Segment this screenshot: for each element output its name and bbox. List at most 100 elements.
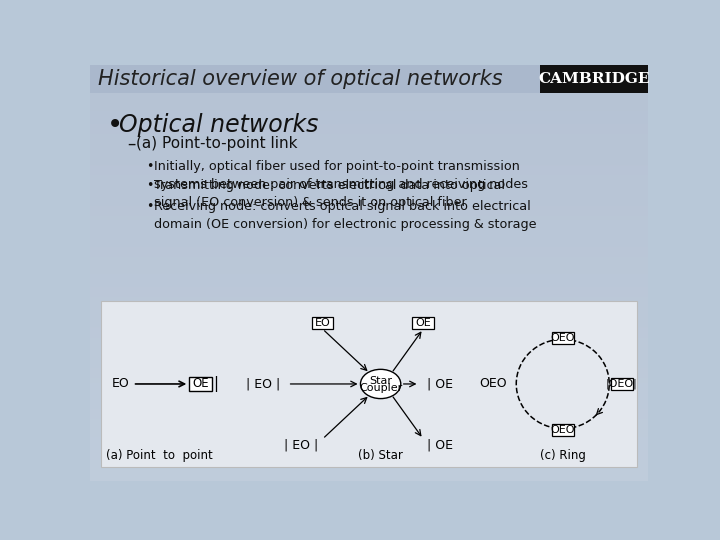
- Bar: [90, 311, 648, 312]
- Bar: [90, 177, 648, 178]
- Bar: [90, 454, 648, 455]
- Bar: [90, 75, 648, 76]
- Bar: [90, 446, 648, 447]
- Bar: [90, 70, 648, 71]
- Bar: [90, 195, 648, 197]
- Bar: [90, 372, 648, 373]
- Bar: [90, 473, 648, 474]
- Bar: [90, 438, 648, 439]
- Bar: [90, 326, 648, 327]
- Bar: [90, 117, 648, 118]
- Bar: [90, 323, 648, 325]
- Bar: [90, 327, 648, 328]
- Bar: [90, 380, 648, 381]
- Bar: [90, 138, 648, 139]
- Bar: [90, 264, 648, 265]
- Bar: [90, 256, 648, 257]
- Bar: [90, 384, 648, 385]
- Bar: [90, 308, 648, 309]
- Bar: [90, 74, 648, 75]
- Bar: [90, 399, 648, 400]
- Bar: [90, 310, 648, 311]
- Bar: [90, 153, 648, 154]
- Bar: [90, 187, 648, 188]
- Bar: [90, 295, 648, 296]
- Bar: [90, 331, 648, 332]
- Bar: [90, 114, 648, 115]
- Bar: [90, 303, 648, 304]
- Bar: [90, 318, 648, 319]
- Bar: [90, 206, 648, 207]
- Text: OEO: OEO: [480, 377, 507, 390]
- Bar: [90, 363, 648, 364]
- Bar: [90, 131, 648, 132]
- Bar: [90, 167, 648, 168]
- Bar: [90, 121, 648, 122]
- Bar: [539, 65, 648, 93]
- Bar: [90, 239, 648, 240]
- Bar: [90, 227, 648, 228]
- Bar: [90, 262, 648, 264]
- Bar: [90, 464, 648, 465]
- Bar: [90, 395, 648, 396]
- Bar: [90, 428, 648, 429]
- Bar: [90, 261, 648, 262]
- Bar: [90, 298, 648, 299]
- Bar: [90, 80, 648, 81]
- Bar: [90, 450, 648, 451]
- Bar: [90, 301, 648, 302]
- Bar: [90, 155, 648, 156]
- Bar: [90, 340, 648, 341]
- Bar: [90, 142, 648, 143]
- Bar: [90, 403, 648, 404]
- Bar: [90, 200, 648, 201]
- Bar: [90, 89, 648, 90]
- Bar: [90, 479, 648, 480]
- Bar: [90, 226, 648, 227]
- Text: •: •: [107, 111, 123, 139]
- Bar: [90, 228, 648, 229]
- Bar: [90, 397, 648, 398]
- Bar: [90, 222, 648, 224]
- Bar: [90, 320, 648, 321]
- Bar: [90, 455, 648, 456]
- Bar: [90, 355, 648, 356]
- Bar: [90, 366, 648, 367]
- Bar: [90, 296, 648, 298]
- Bar: [552, 332, 574, 344]
- Bar: [90, 329, 648, 330]
- Bar: [90, 354, 648, 355]
- Bar: [90, 338, 648, 339]
- Bar: [90, 126, 648, 127]
- Bar: [90, 160, 648, 161]
- Bar: [90, 122, 648, 123]
- Bar: [90, 420, 648, 421]
- Bar: [90, 316, 648, 318]
- Bar: [90, 145, 648, 146]
- Bar: [90, 130, 648, 131]
- Bar: [90, 82, 648, 83]
- Bar: [90, 265, 648, 266]
- Bar: [90, 236, 648, 237]
- Text: | OE: | OE: [427, 377, 453, 390]
- Bar: [611, 378, 632, 390]
- Bar: [90, 134, 648, 135]
- Bar: [90, 276, 648, 278]
- Bar: [90, 188, 648, 189]
- Bar: [90, 90, 648, 91]
- Bar: [90, 129, 648, 130]
- Bar: [90, 71, 648, 72]
- Bar: [90, 441, 648, 442]
- Text: | EO |: | EO |: [284, 438, 319, 451]
- Bar: [90, 374, 648, 375]
- Bar: [90, 279, 648, 280]
- Bar: [413, 316, 434, 329]
- Bar: [90, 159, 648, 160]
- Bar: [90, 133, 648, 134]
- Bar: [90, 260, 648, 261]
- Bar: [90, 444, 648, 445]
- Bar: [90, 459, 648, 460]
- Bar: [90, 106, 648, 107]
- Bar: [90, 388, 648, 389]
- Bar: [90, 413, 648, 414]
